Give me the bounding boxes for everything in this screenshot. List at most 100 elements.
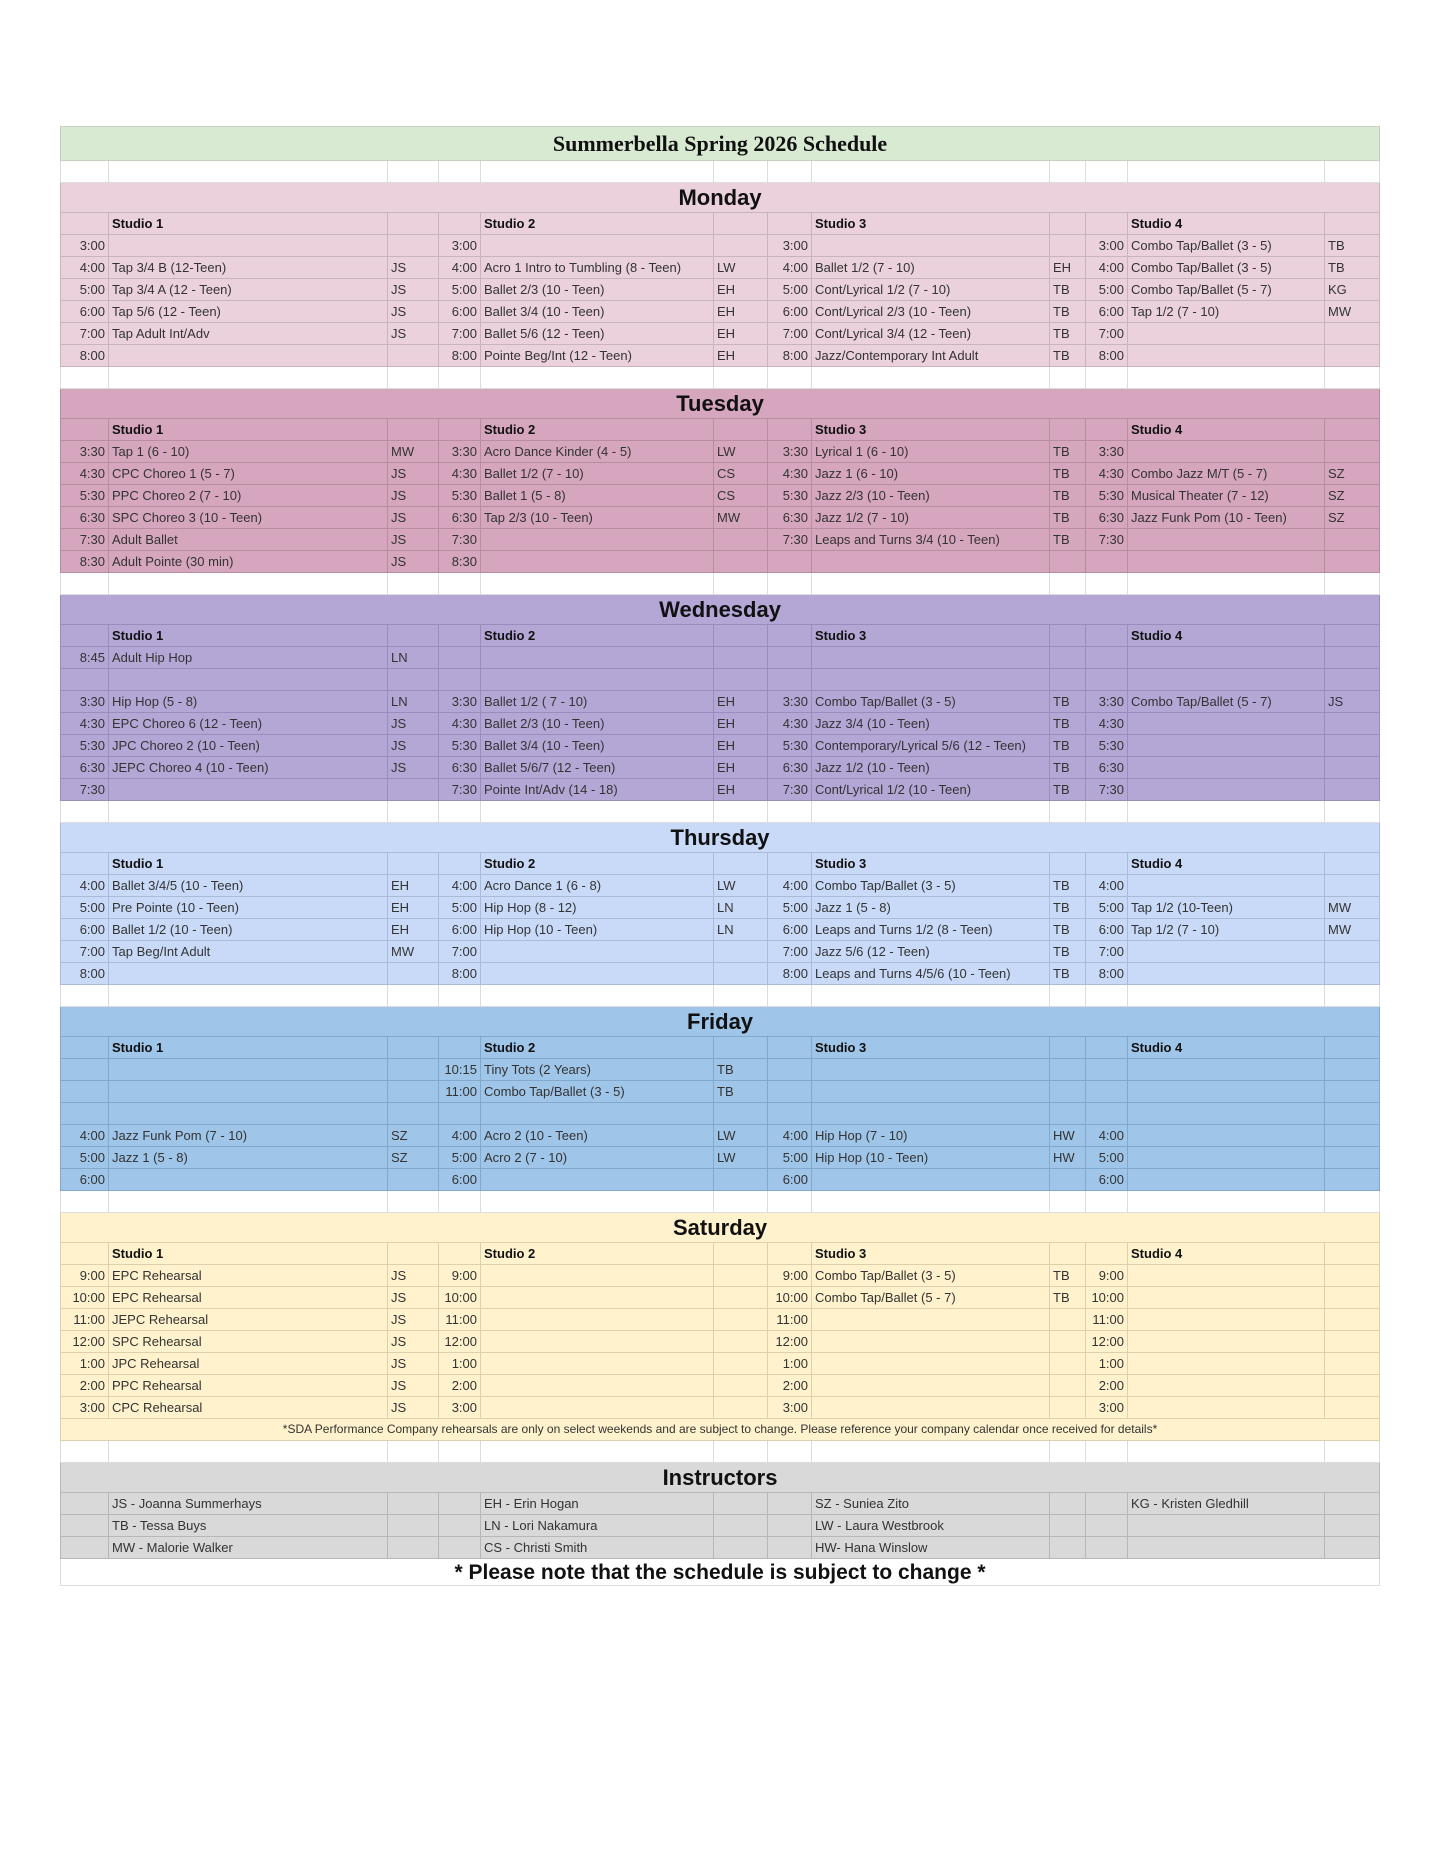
time-cell: 5:30	[438, 484, 481, 507]
time-cell: 7:00	[60, 940, 109, 963]
time-cell	[60, 668, 109, 691]
instructor-cell	[713, 668, 768, 691]
spacer-cell	[1323, 1190, 1381, 1213]
time-cell: 7:30	[1085, 528, 1128, 551]
class-row: 10:15 Tiny Tots (2 Years) TB	[60, 1058, 1381, 1081]
instructor-cell	[1323, 778, 1381, 801]
class-cell: Ballet 1/2 (7 - 10)	[811, 256, 1050, 279]
cell	[438, 852, 481, 875]
time-cell: 6:00	[767, 918, 812, 941]
time-cell: 12:00	[60, 1330, 109, 1353]
instructor-cell	[1323, 1330, 1381, 1353]
instructor-cell: SZ	[1323, 484, 1381, 507]
studio-label: Studio 2	[480, 212, 714, 235]
instructor-cell	[1323, 550, 1381, 573]
instructor-cell: JS	[387, 1286, 439, 1309]
instructor-cell	[713, 1352, 768, 1375]
instructor-name: KG - Kristen Gledhill	[1127, 1492, 1325, 1515]
class-cell: Combo Tap/Ballet (3 - 5)	[480, 1080, 714, 1103]
instructor-cell	[1323, 1286, 1381, 1309]
spacer-cell	[1085, 1190, 1128, 1213]
class-row: 4:30 EPC Choreo 6 (12 - Teen) JS 4:30 Ballet…	[60, 712, 1381, 735]
studio-label: Studio 3	[811, 1242, 1050, 1265]
studio-label: Studio 4	[1127, 852, 1325, 875]
instructor-cell: JS	[387, 506, 439, 529]
studio-label: Studio 1	[108, 852, 388, 875]
time-cell: 6:30	[60, 506, 109, 529]
class-cell	[480, 234, 714, 257]
time-cell: 7:30	[767, 778, 812, 801]
class-cell: Adult Pointe (30 min)	[108, 550, 388, 573]
class-cell: Jazz 1/2 (10 - Teen)	[811, 756, 1050, 779]
time-cell: 4:30	[438, 462, 481, 485]
instructor-cell	[1323, 874, 1381, 897]
class-cell	[480, 962, 714, 985]
class-cell	[1127, 1396, 1325, 1419]
instructor-cell	[1049, 1396, 1086, 1419]
class-cell	[480, 528, 714, 551]
time-cell: 7:30	[60, 778, 109, 801]
instructor-cell: LW	[713, 1146, 768, 1169]
instructor-cell	[1323, 646, 1381, 669]
spacer-cell	[1049, 160, 1086, 183]
spacer-cell	[438, 984, 481, 1007]
day-title: Saturday	[59, 1212, 1381, 1243]
instructor-cell: EH	[713, 734, 768, 757]
instructor-cell: MW	[1323, 300, 1381, 323]
time-cell	[438, 668, 481, 691]
class-cell	[811, 1396, 1050, 1419]
time-cell: 11:00	[767, 1308, 812, 1331]
instructor-cell	[1323, 322, 1381, 345]
instructor-cell	[1323, 734, 1381, 757]
instructor-cell	[387, 344, 439, 367]
time-cell: 3:00	[767, 1396, 812, 1419]
instructor-cell: MW	[1323, 896, 1381, 919]
time-cell: 1:00	[60, 1352, 109, 1375]
spacer-cell	[1127, 1190, 1325, 1213]
cell	[1049, 1536, 1086, 1559]
class-cell: Leaps and Turns 1/2 (8 - Teen)	[811, 918, 1050, 941]
class-cell	[1127, 756, 1325, 779]
class-cell	[811, 1330, 1050, 1353]
instructor-cell: LW	[713, 874, 768, 897]
time-cell: 4:00	[767, 874, 812, 897]
time-cell: 3:30	[438, 440, 481, 463]
instructor-cell	[387, 234, 439, 257]
class-cell	[480, 1374, 714, 1397]
time-cell: 11:00	[438, 1080, 481, 1103]
instructor-cell	[1323, 1124, 1381, 1147]
instructor-cell	[387, 1080, 439, 1103]
cell	[1323, 1242, 1381, 1265]
studio-label: Studio 1	[108, 212, 388, 235]
instructor-cell: TB	[1049, 690, 1086, 713]
time-cell: 4:00	[438, 1124, 481, 1147]
time-cell: 6:30	[438, 756, 481, 779]
cell	[387, 624, 439, 647]
time-cell: 5:00	[438, 896, 481, 919]
class-cell: Tap 3/4 B (12-Teen)	[108, 256, 388, 279]
class-cell: Acro 1 Intro to Tumbling (8 - Teen)	[480, 256, 714, 279]
class-cell	[480, 550, 714, 573]
instructor-name	[1127, 1514, 1325, 1537]
class-cell: Ballet 3/4 (10 - Teen)	[480, 734, 714, 757]
cell	[387, 1492, 439, 1515]
instructor-row: JS - Joanna Summerhays EH - Erin Hogan SZ …	[60, 1492, 1381, 1515]
spacer-cell	[60, 800, 109, 823]
time-cell: 4:00	[1085, 874, 1128, 897]
class-cell: Tiny Tots (2 Years)	[480, 1058, 714, 1081]
instructor-cell	[713, 1264, 768, 1287]
instructor-cell: JS	[387, 1374, 439, 1397]
class-cell: Hip Hop (5 - 8)	[108, 690, 388, 713]
time-cell: 5:00	[60, 1146, 109, 1169]
cell	[1049, 624, 1086, 647]
class-cell	[1127, 712, 1325, 735]
spacer-cell	[438, 1190, 481, 1213]
instructor-cell: TB	[1049, 874, 1086, 897]
time-cell: 4:30	[60, 462, 109, 485]
class-cell: Jazz 1 (5 - 8)	[108, 1146, 388, 1169]
cell	[713, 212, 768, 235]
spacer-cell	[387, 984, 439, 1007]
instructor-cell: MW	[387, 440, 439, 463]
time-cell: 5:30	[60, 734, 109, 757]
class-cell: EPC Rehearsal	[108, 1286, 388, 1309]
